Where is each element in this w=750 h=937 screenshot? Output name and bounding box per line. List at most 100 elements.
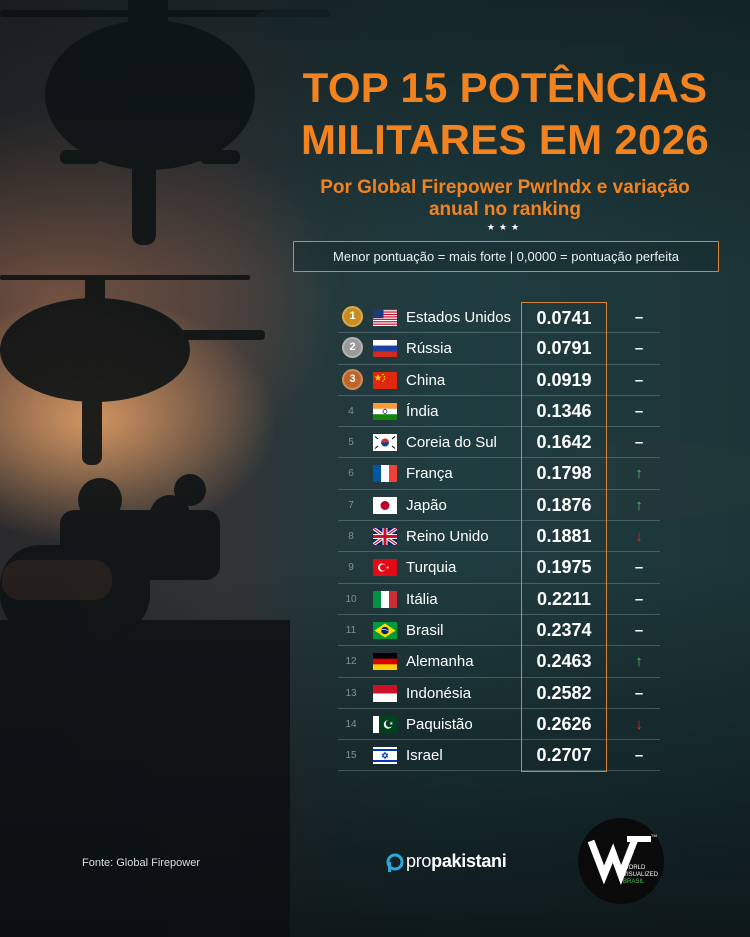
table-row: 15 Israel 0.2707 –	[338, 740, 660, 773]
bronze-medal-icon: 3	[342, 368, 363, 390]
score-value: 0.1876	[521, 489, 607, 522]
rank-number: 12	[345, 656, 357, 668]
russia-flag-icon	[373, 340, 397, 358]
rank-number: 14	[345, 718, 357, 730]
pakistan-flag-icon	[373, 715, 397, 733]
india-flag-icon	[373, 402, 397, 420]
no-change-dash: –	[634, 621, 644, 639]
country-name: Turquia	[406, 559, 457, 577]
country-name: Brasil	[406, 621, 444, 639]
turkey-flag-icon	[373, 559, 397, 577]
france-flag-icon	[373, 465, 397, 483]
no-change-dash: –	[634, 559, 644, 577]
italy-flag-icon	[373, 590, 397, 608]
no-change-dash: –	[634, 590, 644, 608]
no-change-dash: –	[634, 684, 644, 702]
germany-flag-icon	[373, 653, 397, 671]
indonesia-flag-icon	[373, 684, 397, 702]
logo-line-world: WORLD	[623, 865, 646, 871]
score-value: 0.0741	[521, 302, 607, 334]
score-value: 0.1798	[521, 458, 607, 490]
country-name: Israel	[406, 747, 443, 765]
no-change-dash: –	[634, 747, 644, 765]
stars-divider: ★★★	[486, 222, 524, 232]
table-row: 4 Índia 0.1346 –	[338, 395, 660, 428]
propakistani-mark-icon	[386, 853, 404, 873]
arrow-down-icon: ↓	[635, 715, 643, 733]
rank-number: 9	[348, 562, 354, 574]
brand-pro: pro	[406, 851, 432, 871]
us-flag-icon	[373, 309, 397, 326]
table-row: 13 Indonésia 0.2582 –	[338, 677, 660, 709]
japan-flag-icon	[373, 496, 397, 514]
no-change-dash: –	[634, 309, 644, 326]
score-value: 0.2211	[521, 583, 607, 615]
table-row: 10 Itália 0.2211 –	[338, 583, 660, 615]
country-name: França	[406, 465, 453, 483]
table-row: 3 China 0.0919 –	[338, 364, 660, 396]
uk-flag-icon	[373, 528, 397, 546]
table-row: 11 Brasil 0.2374 –	[338, 614, 660, 647]
rank-number: 8	[348, 531, 354, 543]
chart-subtitle: Por Global Firepower PwrIndx e variação …	[320, 177, 690, 220]
table-row: 12 Alemanha 0.2463 ↑	[338, 646, 660, 678]
silver-medal-icon: 2	[342, 337, 363, 359]
country-name: Estados Unidos	[406, 309, 512, 326]
score-value: 0.1881	[521, 521, 607, 553]
chart-title: TOP 15 POTÊNCIAS MILITARES EM 2026	[300, 64, 710, 163]
logo-line-brasil: BRASIL	[623, 879, 645, 885]
country-name: Itália	[406, 590, 438, 608]
table-row: 6 França 0.1798 ↑	[338, 458, 660, 490]
country-name: Reino Unido	[406, 528, 489, 546]
score-value: 0.1642	[521, 427, 607, 459]
rank-number: 11	[345, 624, 357, 636]
logo-line-visualized: VISUALIZED	[623, 872, 659, 878]
propakistani-logo: propakistani	[386, 849, 507, 873]
south-korea-flag-icon	[373, 434, 397, 452]
no-change-dash: –	[634, 434, 644, 452]
arrow-up-icon: ↑	[635, 653, 643, 671]
table-row: 1 Estados Unidos 0.0741 –	[338, 302, 660, 334]
table-row: 9 Turquia 0.1975 –	[338, 552, 660, 584]
arrow-up-icon: ↑	[635, 465, 643, 483]
country-name: Indonésia	[406, 684, 472, 702]
scoring-note: Menor pontuação = mais forte | 0,0000 = …	[293, 241, 719, 272]
country-name: China	[406, 371, 446, 389]
table-row: 8 Reino Unido 0.1881 ↓	[338, 521, 660, 553]
logo-mark-text: TM	[651, 833, 657, 838]
score-value: 0.1346	[521, 395, 607, 428]
table-row: 7 Japão 0.1876 ↑	[338, 489, 660, 522]
israel-flag-icon	[373, 747, 397, 765]
rank-number: 5	[348, 437, 354, 449]
brand-pakistani: pakistani	[431, 851, 507, 871]
country-name: Alemanha	[406, 653, 474, 671]
source-label: Fonte: Global Firepower	[82, 857, 200, 869]
ranking-table: 1 Estados Unidos 0.0741 – 2 Rússia 0.0791 – 3 Chi…	[338, 302, 660, 773]
score-value: 0.2374	[521, 614, 607, 647]
rank-number: 4	[348, 405, 354, 417]
country-name: Rússia	[406, 340, 452, 358]
score-value: 0.2707	[521, 740, 607, 773]
no-change-dash: –	[634, 402, 644, 420]
china-flag-icon	[373, 371, 397, 389]
rank-number: 6	[348, 468, 354, 480]
country-name: Paquistão	[406, 715, 473, 733]
no-change-dash: –	[634, 340, 644, 358]
score-value: 0.2582	[521, 677, 607, 709]
rank-number: 10	[345, 593, 357, 605]
brazil-flag-icon	[373, 621, 397, 639]
score-value: 0.0919	[521, 364, 607, 396]
table-row: 14 Paquistão 0.2626 ↓	[338, 708, 660, 741]
score-value: 0.2463	[521, 646, 607, 678]
country-name: Coreia do Sul	[406, 434, 497, 452]
rank-number: 7	[348, 499, 354, 511]
score-value: 0.1975	[521, 552, 607, 584]
table-row: 5 Coreia do Sul 0.1642 –	[338, 427, 660, 459]
score-value: 0.0791	[521, 333, 607, 365]
gold-medal-icon: 1	[342, 306, 363, 327]
country-name: Japão	[406, 496, 447, 514]
arrow-up-icon: ↑	[635, 496, 643, 514]
world-visualized-logo: TM WORLD VISUALIZED BRASIL	[578, 818, 664, 904]
table-row: 2 Rússia 0.0791 –	[338, 333, 660, 365]
rank-number: 13	[345, 687, 357, 699]
